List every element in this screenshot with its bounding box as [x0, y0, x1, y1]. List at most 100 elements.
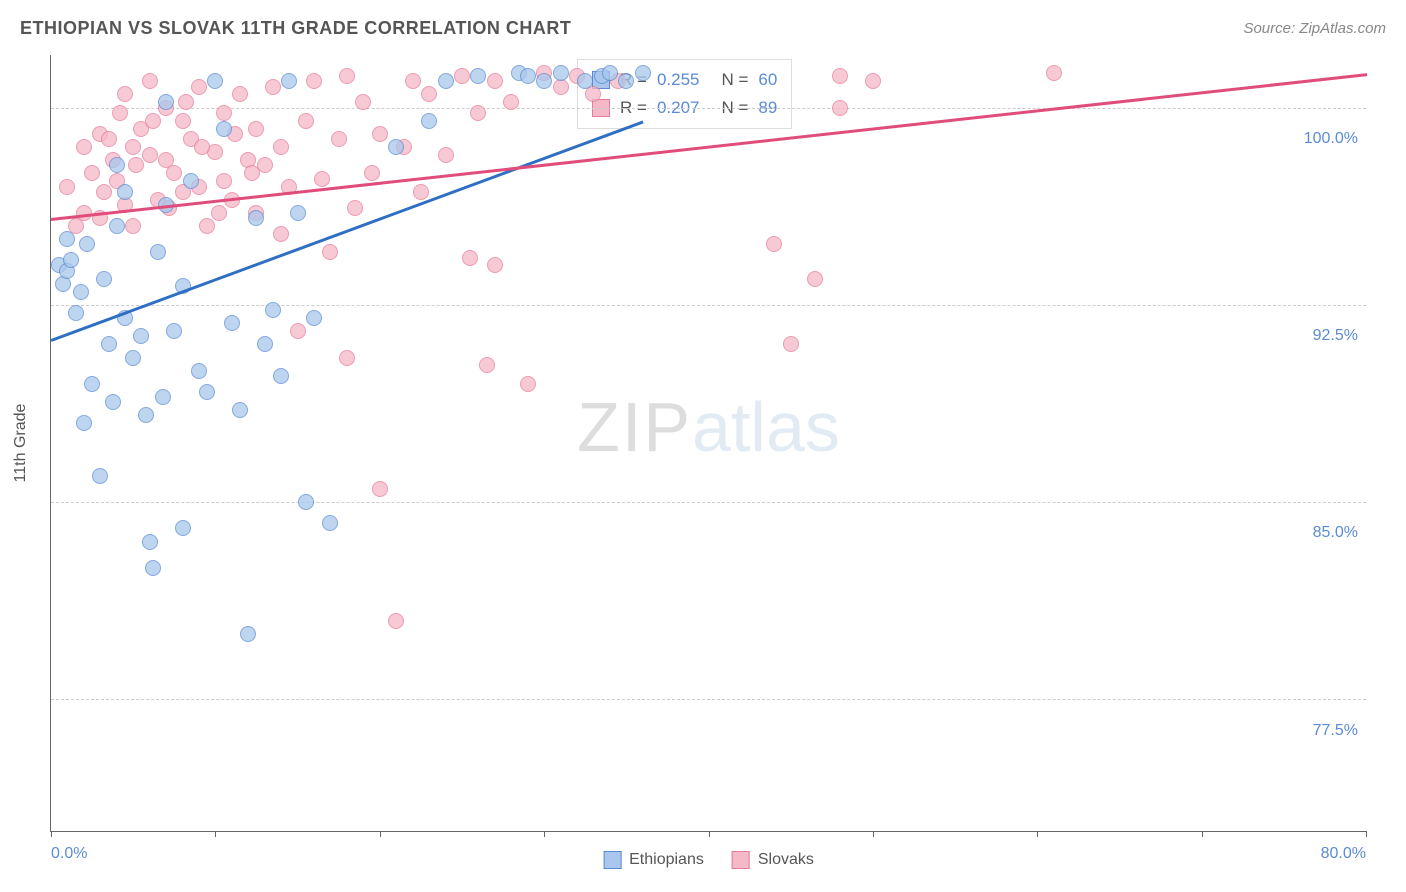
slovaks-point	[355, 94, 371, 110]
slovaks-point	[832, 100, 848, 116]
ethiopians-point	[438, 73, 454, 89]
slovaks-point	[388, 613, 404, 629]
ethiopians-point	[281, 73, 297, 89]
slovaks-point	[265, 79, 281, 95]
n-value: 60	[758, 70, 777, 90]
ethiopians-trend-line	[51, 121, 644, 342]
ethiopians-point	[68, 305, 84, 321]
slovaks-point	[96, 184, 112, 200]
ethiopians-point	[520, 68, 536, 84]
slovaks-point	[125, 218, 141, 234]
ethiopians-point	[248, 210, 264, 226]
x-tick	[1366, 831, 1367, 837]
ethiopians-point	[101, 336, 117, 352]
slovaks-point	[290, 323, 306, 339]
slovaks-point	[166, 165, 182, 181]
slovaks-point	[216, 105, 232, 121]
y-tick-label: 85.0%	[1313, 524, 1358, 542]
slovaks-point	[112, 105, 128, 121]
slovaks-point	[101, 131, 117, 147]
slovaks-point	[273, 226, 289, 242]
ethiopians-point	[536, 73, 552, 89]
ethiopians-point	[138, 407, 154, 423]
ethiopians-point	[388, 139, 404, 155]
slovaks-point	[142, 73, 158, 89]
slovaks-point	[298, 113, 314, 129]
gridline	[51, 502, 1366, 503]
slovaks-point	[117, 86, 133, 102]
slovaks-point	[487, 257, 503, 273]
watermark: ZIPatlas	[577, 387, 840, 467]
ethiopians-point	[59, 231, 75, 247]
slovaks-point	[783, 336, 799, 352]
slovaks-point	[76, 139, 92, 155]
series-legend: EthiopiansSlovaks	[603, 851, 814, 869]
ethiopians-point	[150, 244, 166, 260]
ethiopians-point	[63, 252, 79, 268]
ethiopians-point	[602, 65, 618, 81]
gridline	[51, 108, 1366, 109]
ethiopians-point	[133, 328, 149, 344]
slovaks-point	[84, 165, 100, 181]
slovaks-point	[438, 147, 454, 163]
slovaks-point	[865, 73, 881, 89]
slovaks-point	[331, 131, 347, 147]
ethiopians-point	[322, 515, 338, 531]
ethiopians-point	[84, 376, 100, 392]
ethiopians-point	[421, 113, 437, 129]
ethiopians-point	[207, 73, 223, 89]
ethiopians-point	[109, 157, 125, 173]
ethiopians-point	[145, 560, 161, 576]
slovaks-point	[175, 113, 191, 129]
y-tick-label: 100.0%	[1304, 130, 1358, 148]
ethiopians-point	[73, 284, 89, 300]
ethiopians-point	[191, 363, 207, 379]
x-tick-label: 80.0%	[1321, 845, 1366, 863]
ethiopians-point	[232, 402, 248, 418]
y-tick-label: 92.5%	[1313, 327, 1358, 345]
ethiopians-point	[577, 73, 593, 89]
ethiopians-point	[265, 302, 281, 318]
slovaks-point	[273, 139, 289, 155]
ethiopians-point	[117, 184, 133, 200]
slovaks-point	[479, 357, 495, 373]
slovaks-point	[766, 236, 782, 252]
slovaks-point	[194, 139, 210, 155]
chart-source: Source: ZipAtlas.com	[1243, 20, 1386, 37]
ethiopians-point	[273, 368, 289, 384]
slovaks-legend-swatch	[732, 851, 750, 869]
ethiopians-point	[240, 626, 256, 642]
slovaks-point	[322, 244, 338, 260]
slovaks-point	[364, 165, 380, 181]
x-tick	[1202, 831, 1203, 837]
slovaks-point	[462, 250, 478, 266]
slovaks-point	[232, 86, 248, 102]
slovaks-point	[405, 73, 421, 89]
slovaks-point	[339, 350, 355, 366]
ethiopians-point	[306, 310, 322, 326]
ethiopians-legend-label: Ethiopians	[629, 851, 704, 869]
slovaks-point	[339, 68, 355, 84]
slovaks-point	[199, 218, 215, 234]
slovaks-point	[347, 200, 363, 216]
slovaks-point	[413, 184, 429, 200]
slovaks-point	[248, 121, 264, 137]
ethiopians-point	[109, 218, 125, 234]
ethiopians-point	[76, 415, 92, 431]
slovaks-point	[832, 68, 848, 84]
slovaks-point	[211, 205, 227, 221]
plot-area: 11th Grade ZIPatlas R =0.255N =60R =0.20…	[50, 55, 1366, 832]
ethiopians-point	[257, 336, 273, 352]
slovaks-point	[142, 147, 158, 163]
ethiopians-point	[142, 534, 158, 550]
slovaks-point	[470, 105, 486, 121]
x-tick	[873, 831, 874, 837]
slovaks-point	[314, 171, 330, 187]
ethiopians-legend-swatch	[603, 851, 621, 869]
ethiopians-point	[125, 350, 141, 366]
slovaks-point	[145, 113, 161, 129]
slovaks-point	[1046, 65, 1062, 81]
ethiopians-point	[155, 389, 171, 405]
watermark-zip: ZIP	[577, 388, 692, 466]
ethiopians-point	[79, 236, 95, 252]
